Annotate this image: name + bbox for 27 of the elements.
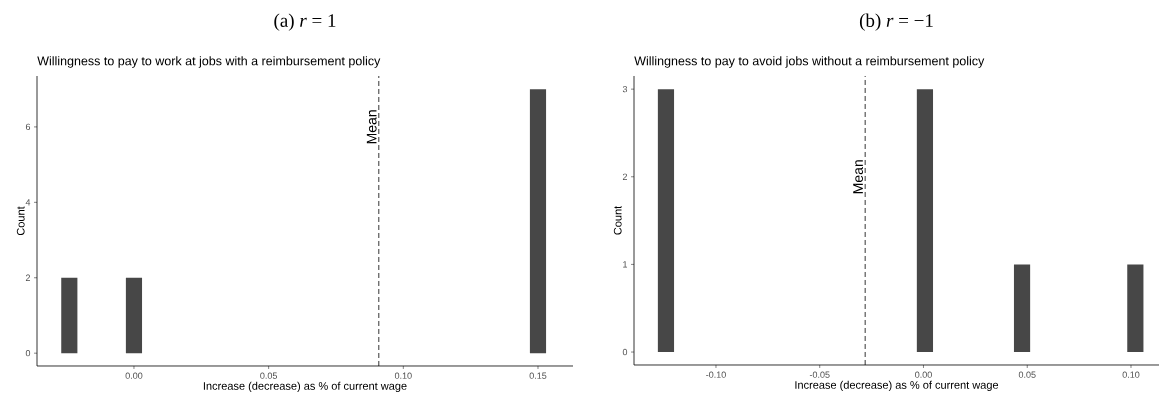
x-tick-label: 0.10 [1122,371,1140,378]
y-tick-label: 0 [622,348,628,356]
x-tick-label: 0.00 [125,372,143,379]
x-tick-label: 0.15 [529,372,547,379]
x-axis-title: Increase (decrease) as % of current wage [795,380,999,392]
annotation: Mean [366,110,377,144]
x-tick-label: -0.05 [809,371,830,378]
y-tick-label: 2 [25,274,31,281]
chart-subtitle: Willingness to pay to work at jobs with a reimbursement policy [37,56,381,68]
y-tick-label: 2 [622,173,628,180]
y-tick-label: 1 [623,261,628,268]
y-tick-label: 0 [25,349,31,357]
chart-subtitle: Willingness to pay to avoid jobs without a reimbursement policy [634,56,985,68]
y-axis-title: Count [16,206,25,236]
x-tick-label: -0.10 [706,371,726,378]
chart-title: (a) r = 1 [274,13,336,31]
chart-title: (b) r = −1 [859,13,933,31]
x-tick-label: 0.10 [394,372,412,379]
y-tick-label: 3 [622,85,628,93]
x-tick-label: 0.00 [915,371,932,378]
x-tick-label: 0.05 [260,372,278,379]
y-axis-title: Count [613,205,622,235]
y-tick-label: 4 [25,199,31,206]
annotation: Mean [853,160,863,194]
y-tick-label: 6 [25,123,31,131]
x-axis-title: Increase (decrease) as % of current wage [203,381,407,393]
x-tick-label: 0.05 [1018,371,1036,378]
